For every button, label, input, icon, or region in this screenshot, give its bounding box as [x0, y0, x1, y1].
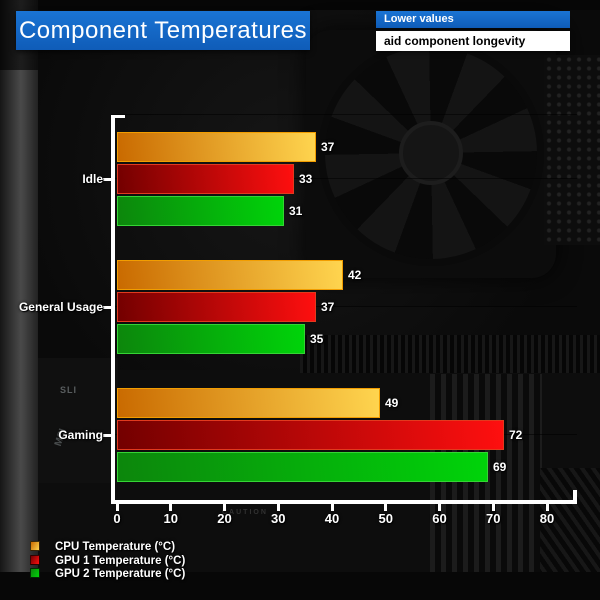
- photo-case-edge: [0, 0, 38, 600]
- x-tick-40: [330, 504, 334, 511]
- x-tick-label-80: 80: [539, 511, 555, 526]
- bar-cpu-temperature-c-general-usage: [117, 260, 343, 290]
- photo-text-sli: SLI: [60, 385, 78, 395]
- category-label-general-usage: General Usage: [18, 300, 103, 314]
- category-label-gaming: Gaming: [58, 428, 103, 442]
- category-tick-idle: [103, 177, 111, 181]
- y-axis-line: [111, 115, 115, 504]
- photo-psu: [38, 358, 118, 483]
- x-tick-20: [223, 504, 226, 511]
- category-label-idle: Idle: [82, 172, 103, 186]
- x-tick-label-30: 30: [271, 511, 286, 526]
- x-tick-label-0: 0: [113, 511, 121, 526]
- bar-cpu-temperature-c-gaming: [117, 388, 380, 418]
- category-tick-gaming: [103, 433, 111, 437]
- x-tick-label-10: 10: [163, 511, 178, 526]
- x-tick-60: [438, 504, 441, 511]
- bar-gpu-1-temperature-c-idle: [117, 164, 294, 194]
- value-label-gpu-1-temperature-c-idle: 33: [299, 172, 313, 186]
- bar-gpu-2-temperature-c-general-usage: [117, 324, 305, 354]
- value-label-gpu-2-temperature-c-idle: 31: [289, 204, 303, 218]
- value-label-gpu-2-temperature-c-general-usage: 35: [310, 332, 324, 346]
- x-tick-0: [115, 504, 119, 511]
- value-label-gpu-2-temperature-c-gaming: 69: [493, 460, 507, 474]
- photo-heatsink-fins: [300, 335, 600, 373]
- value-label-gpu-1-temperature-c-general-usage: 37: [321, 300, 335, 314]
- x-axis-line: [111, 500, 577, 504]
- photo-bottom-strip: [0, 572, 600, 600]
- x-tick-70: [491, 504, 495, 511]
- bar-gpu-2-temperature-c-gaming: [117, 452, 488, 482]
- callout-longevity: aid component longevity: [376, 31, 570, 51]
- legend-label-gpu-2-temperature-c: GPU 2 Temperature (°C): [55, 568, 186, 580]
- x-tick-label-60: 60: [432, 511, 447, 526]
- callout-lower-values: Lower values: [376, 11, 570, 28]
- category-tick-general-usage: [103, 305, 111, 309]
- value-label-gpu-1-temperature-c-gaming: 72: [509, 428, 523, 442]
- y-axis-top-cap: [111, 115, 125, 118]
- x-axis-end-cap: [573, 490, 577, 500]
- legend-label-gpu-1-temperature-c: GPU 1 Temperature (°C): [55, 554, 186, 567]
- category-gridline-idle: [115, 178, 577, 179]
- bar-gpu-2-temperature-c-idle: [117, 196, 284, 226]
- x-tick-label-70: 70: [486, 511, 501, 526]
- photo-hex-grille: [544, 55, 600, 245]
- legend-swatch-gpu-2-temperature-c: [30, 568, 40, 578]
- x-tick-30: [276, 504, 280, 511]
- chart-title-box: Component Temperatures: [16, 11, 310, 50]
- bar-gpu-1-temperature-c-gaming: [117, 420, 504, 450]
- value-label-cpu-temperature-c-general-usage: 42: [348, 268, 362, 282]
- bar-cpu-temperature-c-idle: [117, 132, 316, 162]
- bar-gpu-1-temperature-c-general-usage: [117, 292, 316, 322]
- value-label-cpu-temperature-c-gaming: 49: [385, 396, 399, 410]
- x-tick-label-40: 40: [324, 511, 340, 526]
- x-tick-50: [384, 504, 388, 511]
- photo-text-caution: CAUTION: [222, 509, 268, 516]
- value-label-cpu-temperature-c-idle: 37: [321, 140, 335, 154]
- legend-swatch-gpu-1-temperature-c: [30, 554, 40, 565]
- x-tick-80: [545, 504, 549, 511]
- photo-top-strip: [0, 0, 600, 10]
- legend-label-cpu-temperature-c: CPU Temperature (°C): [55, 541, 176, 553]
- category-gridline-general-usage: [115, 306, 577, 307]
- plot-top-line: [111, 114, 577, 115]
- legend-swatch-cpu-temperature-c: [30, 541, 40, 551]
- x-tick-10: [169, 504, 173, 511]
- x-tick-label-20: 20: [217, 511, 232, 526]
- photo-braided-cables: [430, 374, 542, 600]
- chart-title: Component Temperatures: [18, 16, 308, 44]
- photo-fan-hub: [399, 121, 463, 185]
- x-tick-label-50: 50: [378, 511, 393, 526]
